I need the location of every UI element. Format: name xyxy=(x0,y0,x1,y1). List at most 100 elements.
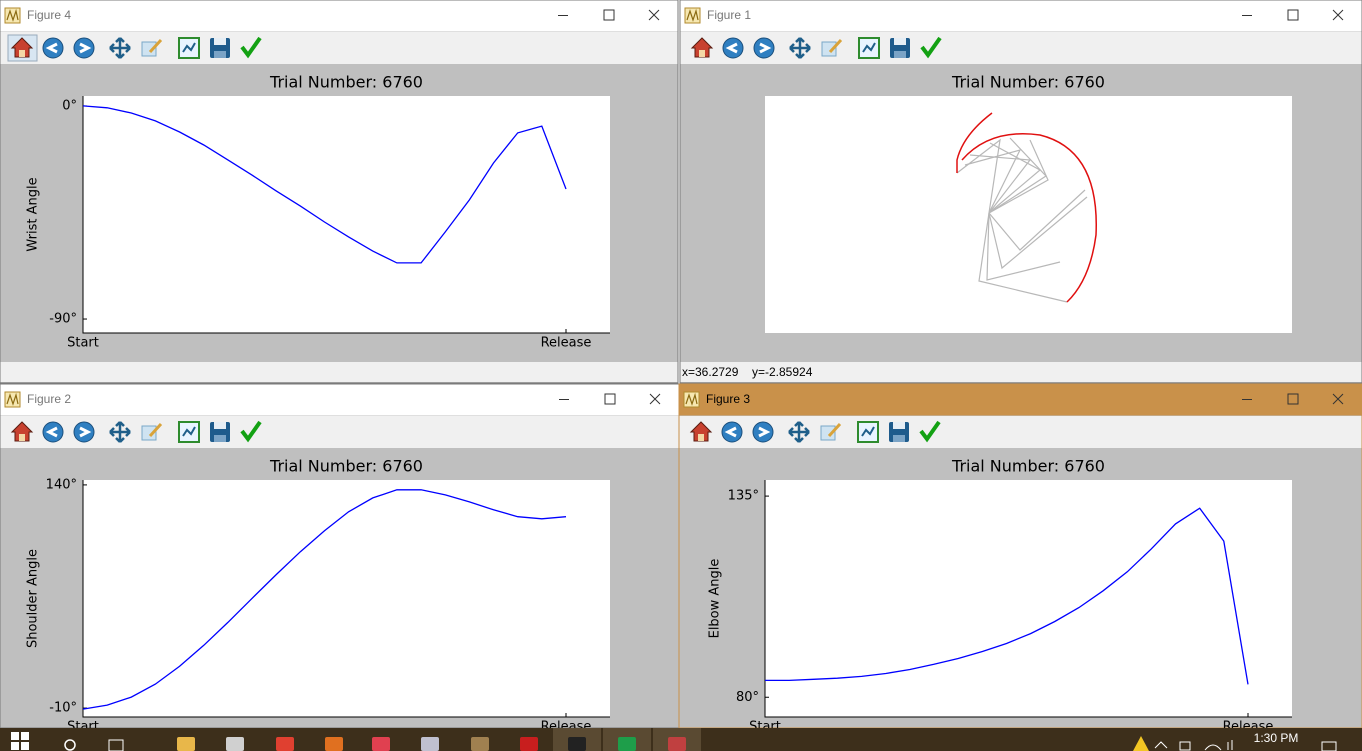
tray-warning[interactable] xyxy=(1133,736,1149,751)
chart-title: Trial Number: 6760 xyxy=(951,73,1105,92)
taskbar-app[interactable] xyxy=(568,737,586,751)
icon xyxy=(79,426,92,438)
icon xyxy=(721,421,743,443)
toolbar-button-back[interactable] xyxy=(42,421,64,443)
y-tick-label: 0° xyxy=(62,98,77,113)
taskbar-app[interactable] xyxy=(421,737,439,751)
window-icon xyxy=(684,7,701,24)
toolbar-button-pan[interactable] xyxy=(109,37,131,59)
toolbar-button-zoom[interactable] xyxy=(141,38,163,57)
toolbar-button-back[interactable] xyxy=(721,421,743,443)
taskbar-app[interactable] xyxy=(226,737,244,751)
toolbar-button-home[interactable] xyxy=(689,421,713,442)
arm-link xyxy=(988,189,1086,251)
toolbar-button-save[interactable] xyxy=(890,38,910,58)
toolbar-button-back[interactable] xyxy=(42,37,64,59)
start-button[interactable] xyxy=(11,732,29,750)
data-line xyxy=(765,507,1249,685)
toolbar-button-home[interactable] xyxy=(10,37,34,58)
chart-title: Trial Number: 6760 xyxy=(269,73,423,92)
toolbar-button-zoom[interactable] xyxy=(821,38,843,57)
toolbar-button-pan[interactable] xyxy=(789,37,811,59)
toolbar-button-forward[interactable] xyxy=(753,37,775,59)
toolbar-button-subplots[interactable] xyxy=(858,37,880,59)
arm-link xyxy=(986,212,1061,281)
search-button[interactable] xyxy=(64,739,76,751)
x-tick-label: Start xyxy=(67,336,99,351)
toolbar-button-subplots[interactable] xyxy=(857,421,879,443)
toolbar-button-save[interactable] xyxy=(889,422,909,442)
maximize-button[interactable] xyxy=(603,9,615,21)
icon xyxy=(214,51,226,58)
x-tick-label: Release xyxy=(541,336,592,351)
status-bar xyxy=(680,362,1362,382)
icon xyxy=(893,422,905,429)
taskbar-app[interactable] xyxy=(618,737,636,751)
tray-icons[interactable] xyxy=(1154,740,1233,751)
taskbar-app[interactable] xyxy=(372,737,390,751)
window: Figure 1 x=36.2729 y=-2.85924 Trial Number:… xyxy=(679,0,1362,384)
toolbar-button-home[interactable] xyxy=(690,37,714,58)
task-view-button[interactable] xyxy=(108,739,124,751)
close-button[interactable] xyxy=(649,393,661,405)
close-button[interactable] xyxy=(648,9,660,21)
arm-link xyxy=(988,137,1047,214)
toolbar-button-subplots[interactable] xyxy=(178,421,200,443)
maximize-button[interactable] xyxy=(1287,393,1299,405)
icon xyxy=(45,426,58,438)
close-button[interactable] xyxy=(1332,393,1344,405)
toolbar-button-home[interactable] xyxy=(10,421,34,442)
maximize-button[interactable] xyxy=(1287,9,1299,21)
window-icon xyxy=(6,392,19,406)
icon xyxy=(919,420,941,443)
icon xyxy=(182,426,196,437)
toolbar-button-pan[interactable] xyxy=(788,421,810,443)
window-icon xyxy=(6,8,19,22)
toolbar-button-back[interactable] xyxy=(722,37,744,59)
toolbar-button-forward[interactable] xyxy=(752,421,774,443)
y-tick-label: -10° xyxy=(49,701,77,716)
notification-button[interactable] xyxy=(1321,741,1337,751)
icon xyxy=(73,37,95,59)
taskbar-app[interactable] xyxy=(177,737,195,751)
close-button[interactable] xyxy=(1332,9,1344,21)
toolbar-button-pan[interactable] xyxy=(109,421,131,443)
toolbar-button-check[interactable] xyxy=(240,420,262,443)
hand-trajectory xyxy=(956,112,993,173)
taskbar-app[interactable] xyxy=(471,737,489,751)
chart-title: Trial Number: 6760 xyxy=(269,457,423,476)
toolbar xyxy=(0,32,678,64)
window-icon xyxy=(683,391,700,408)
y-tick-label: 140° xyxy=(46,477,77,492)
icon xyxy=(240,420,262,443)
toolbar-button-forward[interactable] xyxy=(73,421,95,443)
toolbar-button-forward[interactable] xyxy=(73,37,95,59)
taskbar-app[interactable] xyxy=(520,737,538,751)
toolbar-button-zoom[interactable] xyxy=(141,422,163,441)
icon xyxy=(725,42,738,54)
data-line xyxy=(82,489,567,710)
toolbar-button-zoom[interactable] xyxy=(820,422,842,441)
window-title: Figure 3 xyxy=(706,392,750,406)
taskbar-app[interactable] xyxy=(325,737,343,751)
toolbar-button-save[interactable] xyxy=(210,38,230,58)
icon xyxy=(752,421,774,443)
maximize-button[interactable] xyxy=(604,393,616,405)
toolbar-button-check[interactable] xyxy=(920,36,942,59)
toolbar-button-save[interactable] xyxy=(210,422,230,442)
window-title: Figure 4 xyxy=(27,8,71,22)
y-tick-label: 80° xyxy=(736,690,759,705)
icon xyxy=(19,50,25,57)
taskbar-app[interactable] xyxy=(276,737,294,751)
axes xyxy=(765,96,1292,333)
y-axis-label: Wrist Angle xyxy=(26,177,41,251)
toolbar xyxy=(679,416,1362,448)
taskbar-app[interactable] xyxy=(668,737,686,751)
toolbar-button-subplots[interactable] xyxy=(178,37,200,59)
icon xyxy=(724,426,737,438)
toolbar-button-check[interactable] xyxy=(240,36,262,59)
axes xyxy=(765,480,1292,717)
toolbar-button-check[interactable] xyxy=(919,420,941,443)
y-axis-label: Shoulder Angle xyxy=(26,549,41,648)
icon xyxy=(10,421,34,442)
